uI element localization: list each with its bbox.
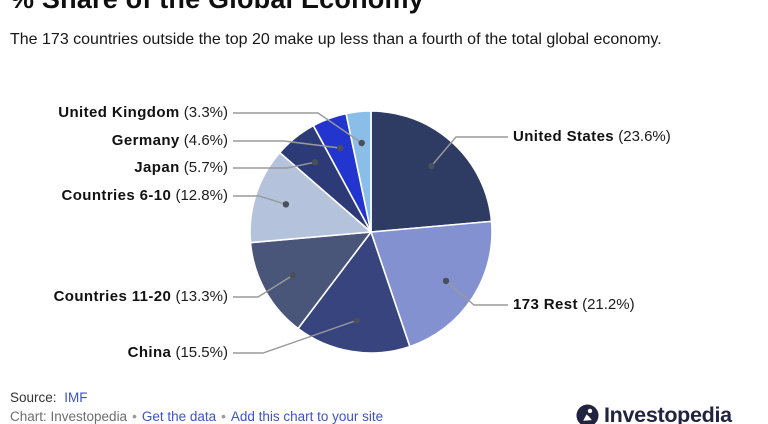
leader-dot-china xyxy=(353,317,360,324)
leader-dot-countries-11-20 xyxy=(289,272,296,279)
leader-dot-united-kingdom xyxy=(358,139,365,147)
attribution-credit: Chart: Investopedia xyxy=(10,409,128,424)
chart-title: % Share of the Global Economy xyxy=(10,0,424,15)
pie-label-germany: Germany (4.6%) xyxy=(111,132,228,149)
attribution-line: Chart: Investopedia • Get the data • Add thi… xyxy=(10,409,383,424)
attribution-separator-1: • xyxy=(132,409,137,424)
leader-line-germany xyxy=(233,140,341,149)
add-chart-link[interactable]: Add this chart to your site xyxy=(230,409,384,424)
pie-label-china: China (15.5%) xyxy=(127,344,228,361)
pie-slice-united-kingdom[interactable] xyxy=(345,110,372,233)
pie-slice-countries-6-10[interactable] xyxy=(249,151,372,244)
pie-slice-173-rest[interactable] xyxy=(370,220,493,348)
attribution-separator-2: • xyxy=(221,409,226,424)
leader-dot-germany xyxy=(337,144,344,152)
pie-slice-china[interactable] xyxy=(297,231,411,354)
source-row: Source: IMF xyxy=(10,390,88,405)
pie-label-japan: Japan (5.7%) xyxy=(134,159,228,176)
leader-dot-countries-6-10 xyxy=(282,201,290,208)
pie-slice-countries-11-20[interactable] xyxy=(249,231,372,330)
leader-line-countries-11-20 xyxy=(233,274,294,298)
pie-label-united-kingdom: United Kingdom (3.3%) xyxy=(58,104,228,121)
pie-slice-united-states[interactable] xyxy=(370,110,493,233)
pie-label-173-rest: 173 Rest (21.2%) xyxy=(513,296,635,313)
leader-line-united-states xyxy=(430,136,508,167)
pie-label-countries-6-10: Countries 6-10 (12.8%) xyxy=(61,187,229,204)
get-the-data-link[interactable]: Get the data xyxy=(141,409,217,424)
chart-subtitle: The 173 countries outside the top 20 mak… xyxy=(10,31,662,48)
leader-line-japan xyxy=(233,161,316,169)
leader-line-china xyxy=(233,319,357,354)
pie-label-countries-11-20: Countries 11-20 (13.3%) xyxy=(53,288,228,305)
leader-line-173-rest xyxy=(445,280,508,306)
investopedia-logo[interactable]: Investopedia xyxy=(576,402,732,424)
leader-dot-japan xyxy=(311,159,319,166)
pie-label-united-states: United States (23.6%) xyxy=(513,128,671,145)
leader-dot-173-rest xyxy=(442,277,450,285)
leader-line-countries-6-10 xyxy=(233,195,287,205)
investopedia-wordmark: Investopedia xyxy=(604,403,732,424)
investopedia-logo-icon xyxy=(576,403,599,424)
source-link-imf[interactable]: IMF xyxy=(64,390,88,405)
leader-dot-united-states xyxy=(428,162,435,170)
leader-line-united-kingdom xyxy=(233,112,363,144)
source-label: Source: xyxy=(10,390,57,405)
